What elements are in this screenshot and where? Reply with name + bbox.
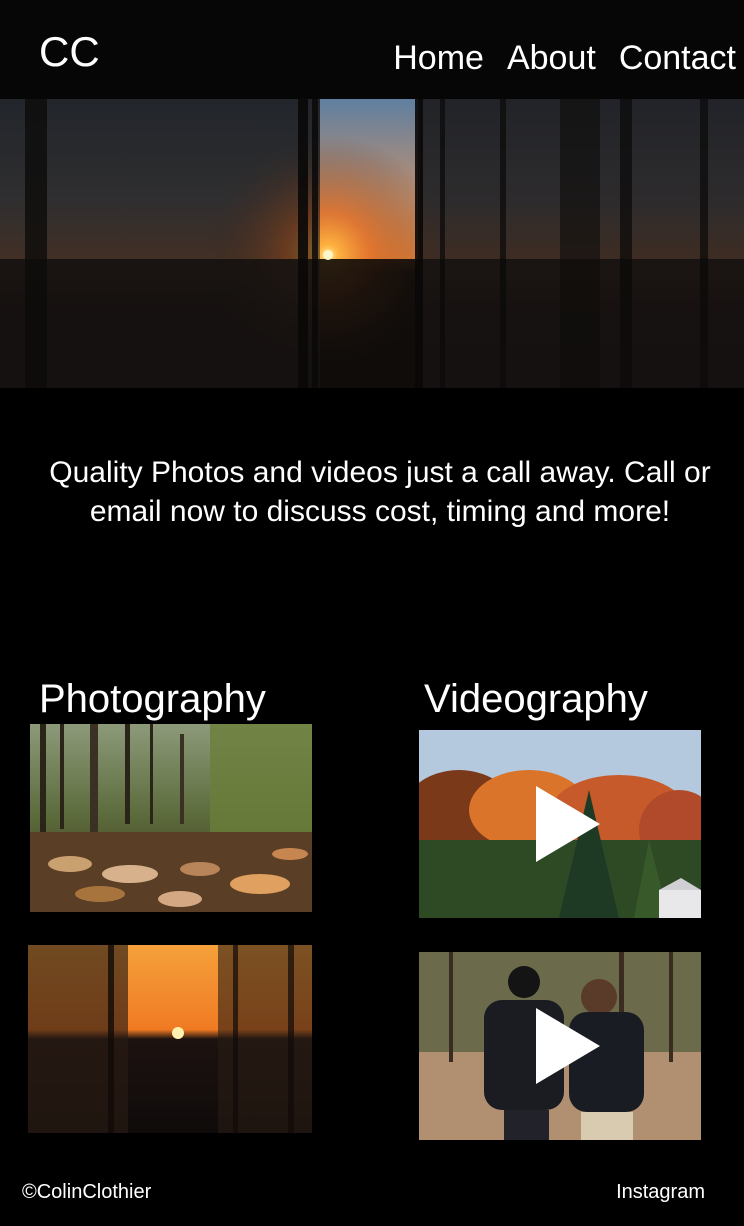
- hero-image: [0, 99, 744, 388]
- instagram-link[interactable]: Instagram: [616, 1181, 705, 1203]
- photography-title: Photography: [39, 677, 266, 721]
- photo-thumbnail-forest-leaves[interactable]: [30, 724, 312, 912]
- videography-title: Videography: [424, 677, 648, 721]
- play-icon[interactable]: [536, 1008, 600, 1084]
- copyright-text: ©ColinClothier: [22, 1181, 152, 1203]
- play-icon[interactable]: [536, 786, 600, 862]
- nav-home-link[interactable]: Home: [393, 39, 484, 77]
- nav-about-link[interactable]: About: [506, 39, 596, 77]
- video-thumbnail-autumn-trees[interactable]: [419, 730, 701, 918]
- tagline-text: Quality Photos and videos just a call aw…: [49, 456, 711, 528]
- site-logo[interactable]: CC: [39, 28, 100, 75]
- main-nav: Home About Contact: [393, 38, 736, 78]
- site-header: CC Home About Contact: [0, 0, 744, 99]
- video-thumbnail-couple-walking[interactable]: [419, 952, 701, 1140]
- photo-thumbnail-sunset[interactable]: [28, 945, 312, 1133]
- nav-contact-link[interactable]: Contact: [618, 39, 736, 77]
